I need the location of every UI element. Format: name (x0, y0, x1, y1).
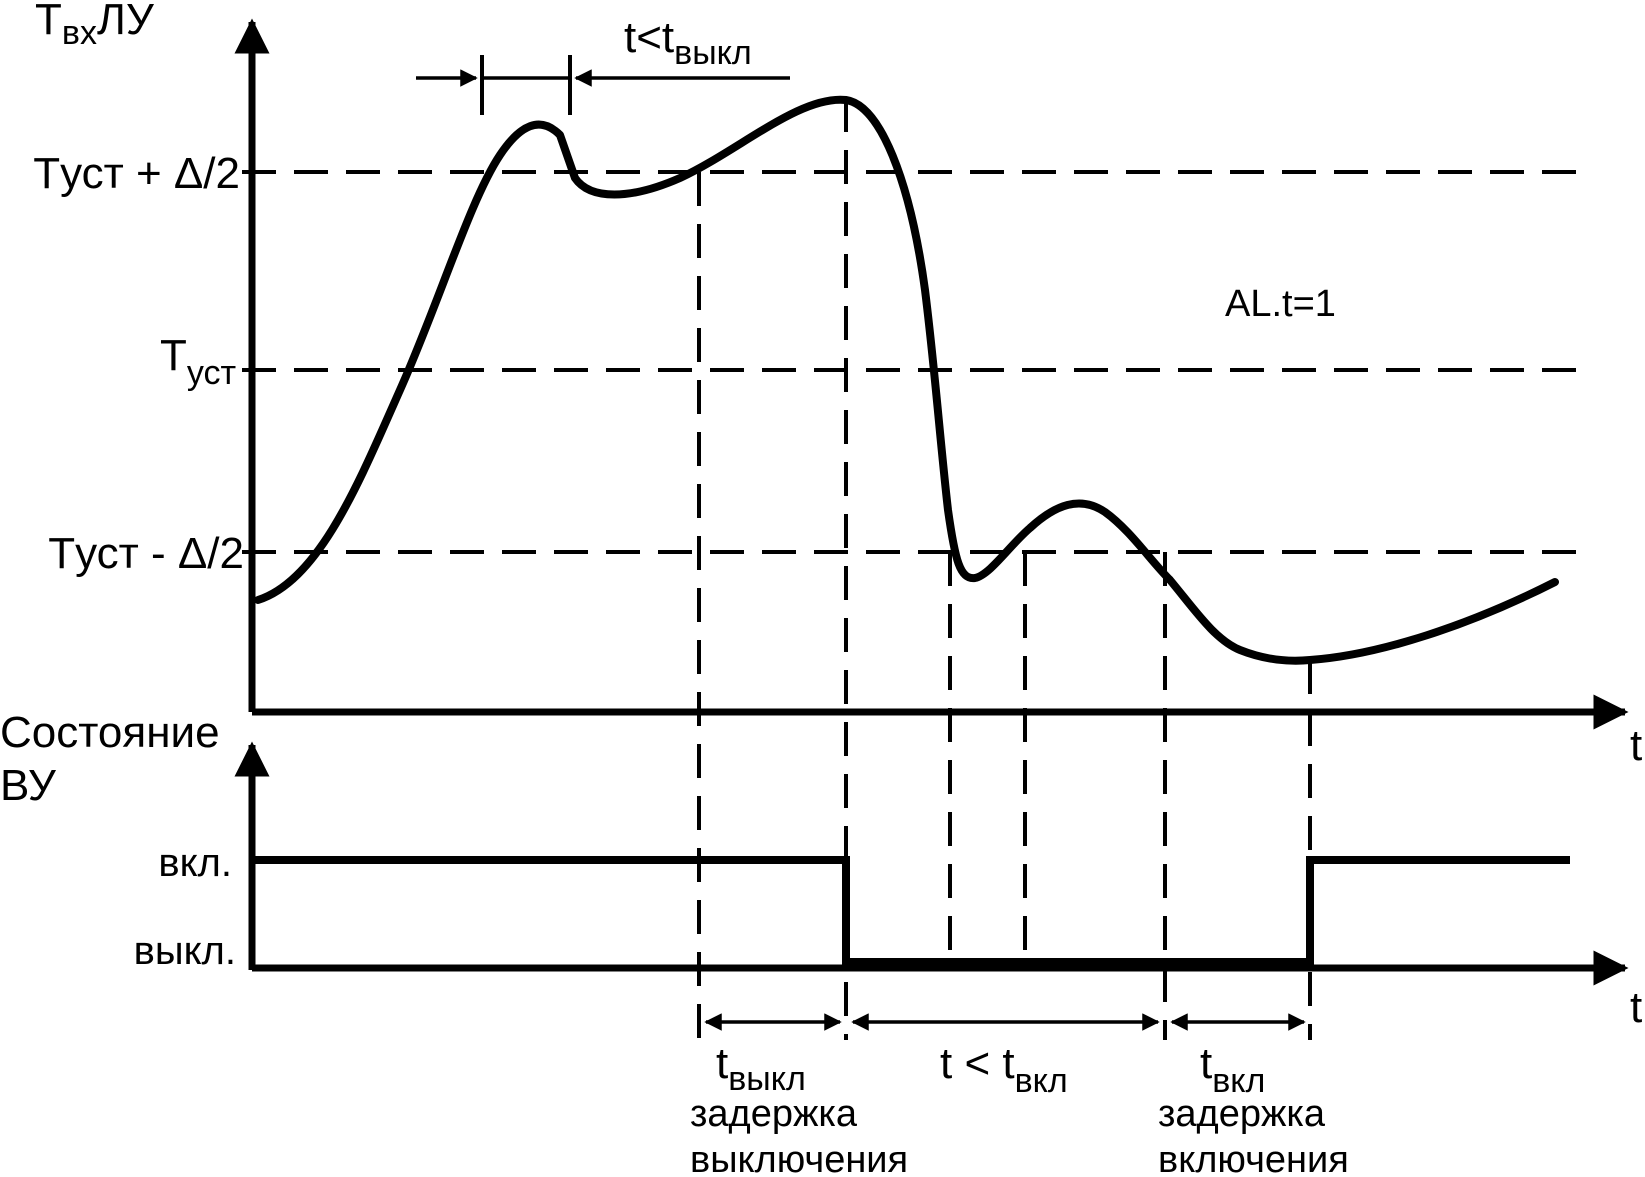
t-off-desc-line2: выключения (690, 1139, 908, 1177)
setpoint-label: Tуст (160, 331, 236, 392)
t-off-label: tвыкл (716, 1039, 806, 1098)
state-axis-label-line2: ВУ (0, 761, 57, 810)
t-lt-on-label: t < tвкл (940, 1039, 1068, 1100)
state-axis-label-line1: Состояние (0, 708, 220, 757)
top-dim-label: t<tвыкл (624, 13, 752, 72)
temperature-axis-label: TвхЛУ (35, 0, 155, 52)
parameter-label: AL.t=1 (1225, 283, 1336, 325)
t-on-desc-line1: задержка (1158, 1093, 1326, 1135)
temperature-x-axis-label: t (1630, 721, 1642, 770)
t-on-desc-line2: включения (1158, 1139, 1349, 1177)
t-off-desc-line1: задержка (690, 1093, 858, 1135)
device-state-line (252, 856, 1570, 966)
temperature-curve (254, 95, 1559, 665)
t-on-label: tвкл (1200, 1039, 1265, 1100)
state-x-axis-label: t (1630, 983, 1642, 1032)
upper-threshold-label: Tуст + Δ/2 (33, 149, 240, 198)
state-on-label: вкл. (158, 841, 232, 885)
lower-threshold-label: Tуст - Δ/2 (48, 529, 244, 578)
state-off-label: выкл. (134, 929, 236, 973)
